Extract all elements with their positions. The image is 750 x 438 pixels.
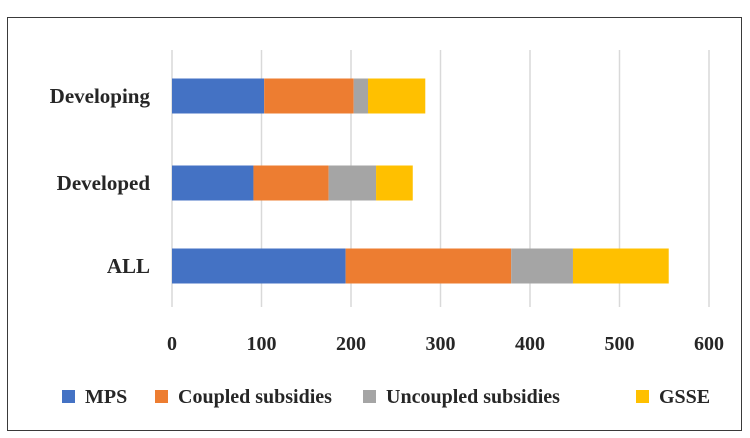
- bar-segment-coupled-subsidies: [253, 165, 329, 201]
- bars: [172, 78, 669, 284]
- legend-swatch: [62, 390, 75, 403]
- legend-label: GSSE: [659, 386, 710, 408]
- legend-label: MPS: [85, 386, 127, 408]
- category-label: ALL: [107, 254, 150, 278]
- bar-segment-mps: [172, 248, 346, 284]
- bar-segment-coupled-subsidies: [345, 248, 512, 284]
- category-label: Developed: [57, 171, 151, 195]
- x-tick-labels: 0 100 200 300 400 500 600: [167, 333, 724, 355]
- x-tick-label: 600: [694, 333, 724, 355]
- bar-segment-mps: [172, 78, 265, 114]
- bar-segment-gsse: [368, 78, 426, 114]
- x-tick-label: 500: [605, 333, 635, 355]
- bar-segment-gsse: [376, 165, 413, 201]
- legend-label: Coupled subsidies: [178, 386, 332, 408]
- legend-swatch: [155, 390, 168, 403]
- x-tick-label: 300: [426, 333, 456, 355]
- bar-segment-uncoupled-subsidies: [511, 248, 573, 284]
- bar-segment-gsse: [572, 248, 669, 284]
- x-tick-label: 0: [167, 333, 177, 355]
- bar-segment-uncoupled-subsidies: [328, 165, 377, 201]
- legend-label: Uncoupled subsidies: [386, 386, 560, 408]
- legend-swatch: [363, 390, 376, 403]
- bar-segment-uncoupled-subsidies: [353, 78, 369, 114]
- bar-segment-coupled-subsidies: [264, 78, 354, 114]
- x-tick-label: 100: [247, 333, 277, 355]
- category-labels: Developing Developed ALL: [50, 84, 151, 278]
- x-tick-label: 400: [515, 333, 545, 355]
- bar-segment-mps: [172, 165, 254, 201]
- legend: MPS Coupled subsidies Uncoupled subsidies G…: [62, 386, 710, 408]
- category-label: Developing: [50, 84, 151, 108]
- x-tick-label: 200: [336, 333, 366, 355]
- legend-swatch: [636, 390, 649, 403]
